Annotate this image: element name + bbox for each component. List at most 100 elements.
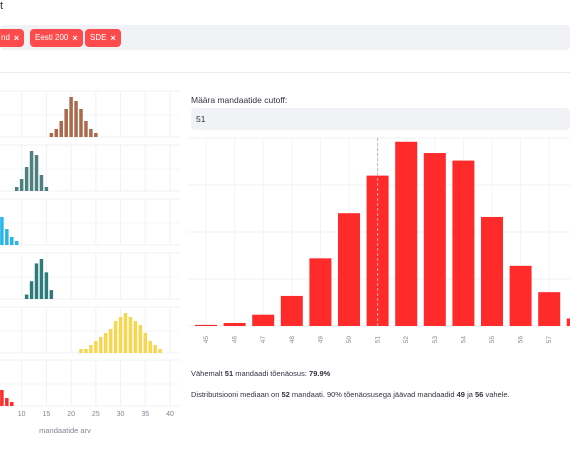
bar-seats-24	[89, 129, 93, 137]
x-tick-label: 15	[42, 411, 50, 418]
bar-seats-15	[44, 187, 49, 191]
x-tick-label: 57	[546, 336, 553, 344]
bar-seats-33	[133, 321, 138, 353]
interval-high: 56	[475, 390, 484, 399]
x-tick-label: 45	[203, 336, 210, 344]
close-icon[interactable]: ×	[72, 33, 78, 43]
median-prefix: Distributsiooni mediaan on	[191, 390, 280, 399]
bar-seats-24	[89, 345, 93, 353]
bar-seats-23	[84, 349, 88, 353]
bar-49	[309, 258, 332, 326]
bar-48	[280, 295, 303, 326]
bar-56	[509, 265, 532, 326]
bar-seats-31	[123, 313, 128, 353]
x-tick-label: 35	[141, 411, 149, 418]
close-icon[interactable]: ×	[110, 33, 116, 43]
x-tick-label: 51	[375, 336, 382, 344]
bar-seats-11	[24, 167, 29, 191]
x-tick-label: 47	[260, 336, 267, 344]
x-tick-label: 50	[346, 336, 353, 344]
interval-and: ja	[467, 390, 473, 399]
bar-seats-17	[54, 129, 59, 137]
bar-53	[423, 153, 446, 326]
bar-50	[338, 213, 360, 326]
party-multiselect[interactable]: nd × Eesti 200 × SDE ×	[0, 25, 570, 50]
bar-45	[195, 324, 217, 326]
bar-seats-7	[5, 398, 9, 406]
bar-seats-38	[158, 349, 162, 353]
bar-46	[223, 322, 246, 326]
median-value: 52	[281, 390, 290, 399]
x-axis-label: mandaatide arv	[39, 426, 91, 435]
bar-seats-14	[39, 259, 44, 299]
partial-header-text: t	[0, 0, 4, 12]
bar-seats-35	[143, 333, 148, 353]
x-tick-label: 54	[460, 336, 467, 344]
bar-seats-9	[14, 241, 19, 245]
bar-seats-15	[44, 272, 49, 299]
bar-seats-23	[84, 121, 88, 137]
chip-label: nd	[1, 33, 10, 42]
bar-seats-21	[74, 101, 78, 137]
bar-seats-34	[138, 325, 143, 353]
median-suffix: vahele.	[485, 390, 510, 399]
bar-seats-16	[49, 133, 54, 137]
x-tick-label: 40	[166, 411, 174, 418]
probability-text: Vähemalt 51 mandaadi tõenäosus: 79.9%	[191, 369, 330, 378]
chip-eesti-200[interactable]: Eesti 200 ×	[30, 29, 83, 47]
bar-seats-13	[34, 263, 39, 299]
bar-seats-8	[10, 237, 14, 245]
bar-seats-30	[118, 317, 123, 353]
bar-57	[538, 292, 561, 326]
x-tick-label: 56	[518, 336, 525, 344]
chip-sde[interactable]: SDE ×	[85, 29, 121, 47]
median-middle: mandaati. 90% tõenäosusega jäävad mandaa…	[291, 390, 455, 399]
bar-seats-26	[99, 337, 103, 353]
stat-prefix: Vähemalt	[191, 369, 223, 378]
x-tick-label: 30	[117, 411, 125, 418]
bar-seats-6	[0, 390, 4, 406]
bar-seats-10	[19, 179, 24, 191]
bar-seats-6	[0, 217, 4, 245]
x-tick-label: 49	[317, 336, 324, 344]
bar-58	[566, 318, 570, 326]
bar-seats-27	[103, 333, 108, 353]
bar-seats-12	[29, 281, 34, 299]
x-tick-label: 52	[403, 336, 410, 344]
bar-seats-37	[153, 345, 157, 353]
bar-seats-7	[5, 229, 9, 245]
bar-55	[481, 216, 503, 326]
stat-cutoff-value: 51	[224, 369, 234, 378]
seat-distribution-chart: 45 46 47 48 49 50 51 52 53 54 55 56 57	[188, 137, 570, 344]
bar-seats-22	[79, 349, 83, 353]
cutoff-input[interactable]	[191, 108, 570, 130]
bar-seats-14	[39, 175, 44, 191]
bar-seats-25	[94, 341, 98, 353]
interval-low: 49	[456, 390, 465, 399]
close-icon[interactable]: ×	[13, 33, 20, 43]
bar-seats-16	[49, 290, 54, 299]
bar-seats-29	[113, 321, 118, 353]
bar-seats-28	[108, 329, 113, 353]
bar-seats-13	[34, 155, 39, 191]
bar-seats-25	[94, 133, 98, 137]
x-tick-label: 25	[92, 411, 100, 418]
median-text: Distributsiooni mediaan on 52 mandaati. …	[191, 390, 510, 399]
x-tick-label: 46	[232, 336, 239, 344]
stat-probability: 79.9%	[309, 369, 331, 378]
cutoff-label: Määra mandaatide cutoff:	[191, 95, 288, 105]
x-tick-label: 53	[432, 336, 439, 344]
stat-middle: mandaadi tõenäosus:	[235, 369, 307, 378]
bar-54	[452, 160, 475, 326]
bar-seats-22	[79, 109, 83, 137]
chip-party-1[interactable]: nd ×	[0, 29, 25, 47]
x-tick-label: 55	[489, 336, 496, 344]
bar-seats-19	[64, 109, 68, 137]
bar-seats-36	[148, 341, 152, 353]
x-tick-label: 48	[289, 336, 296, 344]
chip-label: Eesti 200	[35, 33, 69, 42]
bar-seats-9	[14, 187, 19, 191]
bar-seats-8	[10, 402, 14, 406]
bar-seats-20	[69, 97, 73, 137]
x-tick-label: 20	[67, 411, 75, 418]
